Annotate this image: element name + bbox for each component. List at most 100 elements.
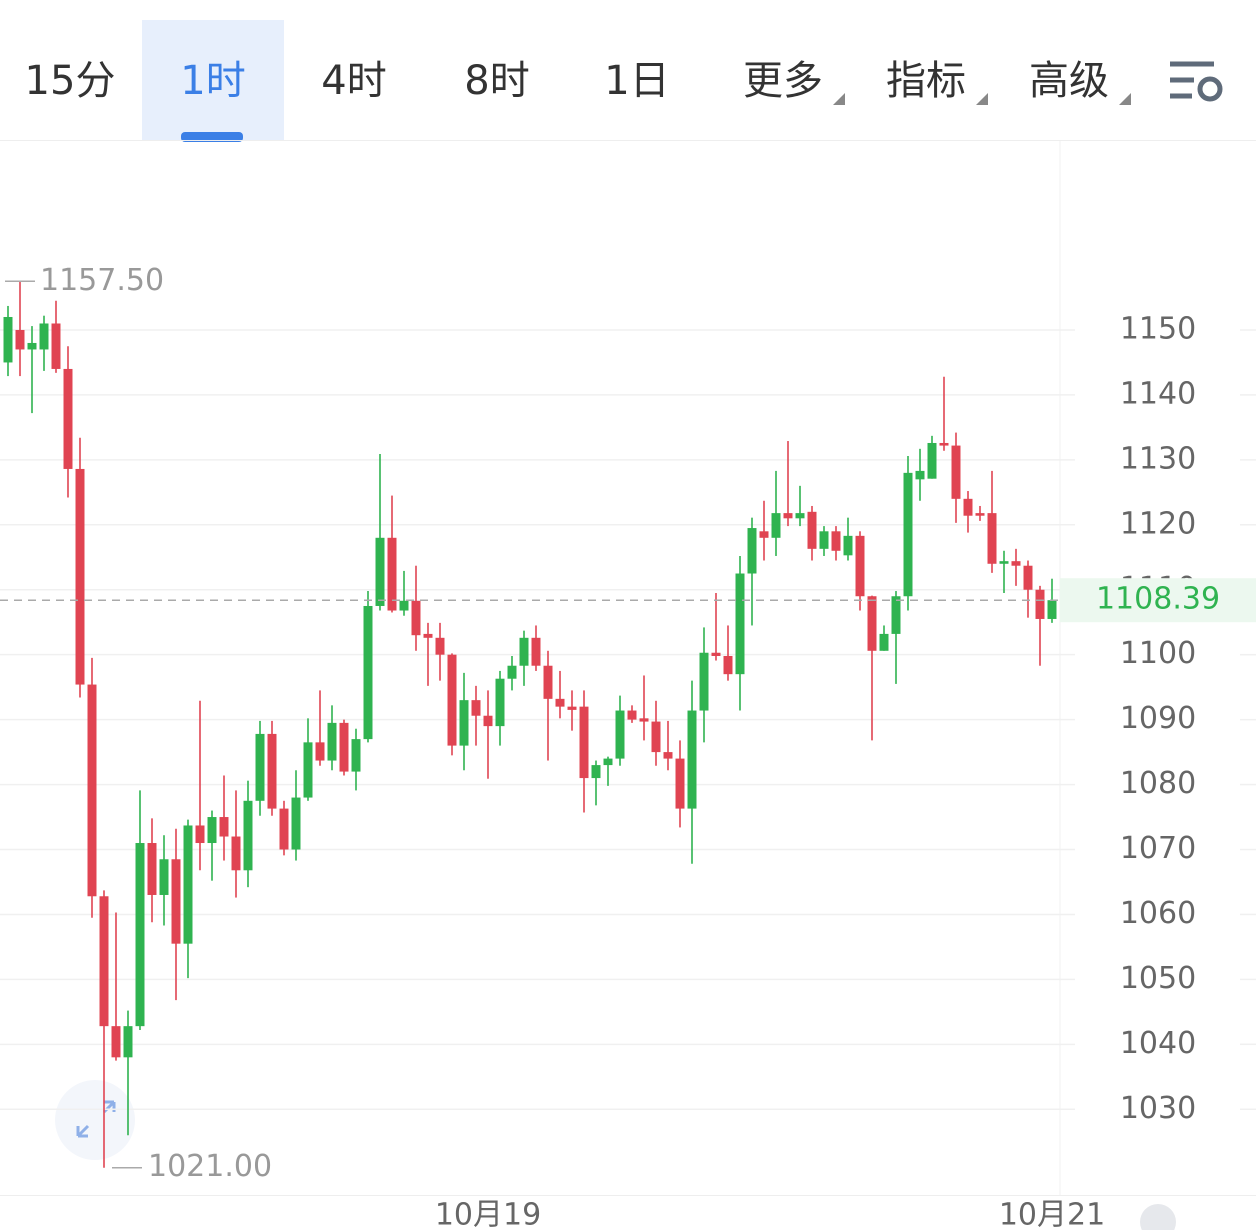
candle-body <box>627 710 637 720</box>
y-tick-label: 1030 <box>1120 1091 1196 1126</box>
candle-body <box>867 596 877 651</box>
candle-body <box>279 808 289 850</box>
candle-body <box>207 817 217 844</box>
candle-body <box>915 470 925 480</box>
candle-body <box>375 537 385 606</box>
candle-body <box>855 535 865 597</box>
candle-body <box>219 817 229 837</box>
menu-caret <box>1119 93 1131 105</box>
candle-body <box>171 859 181 944</box>
candle-body <box>975 513 985 516</box>
y-tick-label: 1120 <box>1120 506 1196 541</box>
candle-body <box>327 722 337 761</box>
candle-body <box>315 742 325 761</box>
menu-caret <box>833 93 845 105</box>
y-tick-label: 1040 <box>1120 1026 1196 1061</box>
candle-body <box>603 758 613 766</box>
candle-body <box>387 537 397 611</box>
candle-body <box>411 600 421 636</box>
candle-body <box>951 445 961 499</box>
y-tick-label: 1080 <box>1120 766 1196 801</box>
candle-body <box>711 652 721 656</box>
candle-body <box>15 329 25 350</box>
candle-body <box>339 722 349 772</box>
candle-body <box>159 859 169 895</box>
candle-body <box>75 468 85 685</box>
menu[interactable]: 高级 <box>1029 58 1109 104</box>
candle-body <box>675 758 685 809</box>
candle-body <box>615 710 625 759</box>
candle-body <box>267 733 277 809</box>
x-tick-label: 10月19 <box>435 1198 541 1230</box>
min-label: 1021.00 <box>148 1149 272 1184</box>
candle-body <box>399 600 409 611</box>
candle-body <box>987 513 997 564</box>
candle-body <box>87 684 97 897</box>
candle-body <box>1011 561 1021 566</box>
candle-body <box>999 561 1009 564</box>
candle-body <box>831 531 841 551</box>
y-tick-label: 1050 <box>1120 961 1196 996</box>
candle-body <box>795 513 805 519</box>
candle-body <box>591 765 601 779</box>
y-tick-label: 1070 <box>1120 831 1196 866</box>
y-tick-label: 1060 <box>1120 896 1196 931</box>
candle-body <box>351 739 361 772</box>
candle-body <box>483 715 493 727</box>
candle-body <box>291 797 301 850</box>
candle-body <box>699 652 709 711</box>
candle-body <box>963 498 973 516</box>
candle-body <box>123 1026 133 1058</box>
tab[interactable]: 8时 <box>464 58 529 104</box>
settings-icon[interactable] <box>1170 61 1223 102</box>
max-label: 1157.50 <box>40 263 164 298</box>
menu[interactable]: 指标 <box>886 58 966 104</box>
candle-body <box>927 442 937 479</box>
candle-body <box>303 742 313 798</box>
candle-body <box>807 511 817 549</box>
candle-body <box>879 633 889 651</box>
candle-body <box>819 531 829 549</box>
candle-body <box>99 896 109 1027</box>
tab[interactable]: 1时 <box>180 58 245 104</box>
menu[interactable]: 更多 <box>743 58 823 104</box>
candle-body <box>783 513 793 519</box>
candle-body <box>759 531 769 538</box>
candle-body <box>27 342 37 350</box>
candle-body <box>747 528 757 574</box>
candle-body <box>447 654 457 746</box>
last-price-label: 1108.39 <box>1096 582 1220 617</box>
candle-body <box>3 316 13 363</box>
candle-body <box>939 442 949 446</box>
candle-body <box>471 700 481 716</box>
k-button[interactable] <box>1140 1204 1176 1230</box>
candle-body <box>51 323 61 369</box>
tab[interactable]: 1日 <box>604 58 669 104</box>
candle-body <box>843 535 853 556</box>
candle-body <box>183 825 193 944</box>
tab[interactable]: 4时 <box>321 58 386 104</box>
y-tick-label: 1090 <box>1120 701 1196 736</box>
menu-caret <box>976 93 988 105</box>
candle-body <box>135 843 145 1027</box>
candle-body <box>459 700 469 746</box>
candle-body <box>735 573 745 675</box>
candle-body <box>363 605 373 740</box>
candle-body <box>255 733 265 801</box>
candle-body <box>651 721 661 753</box>
x-tick-label: 10月21 <box>999 1198 1105 1230</box>
candle-body <box>903 472 913 597</box>
tab[interactable]: 15分 <box>25 58 116 104</box>
candle-body <box>567 706 577 710</box>
candle-body <box>63 368 73 469</box>
candle-body <box>147 843 157 895</box>
candle-body <box>687 710 697 809</box>
last-price-bg <box>1060 578 1256 623</box>
candle-body <box>435 637 445 655</box>
selected-tab-bg <box>142 20 284 140</box>
candle-body <box>771 513 781 538</box>
candle-body <box>39 323 49 350</box>
candle-body <box>195 825 205 844</box>
zoom-button[interactable] <box>55 1080 135 1160</box>
